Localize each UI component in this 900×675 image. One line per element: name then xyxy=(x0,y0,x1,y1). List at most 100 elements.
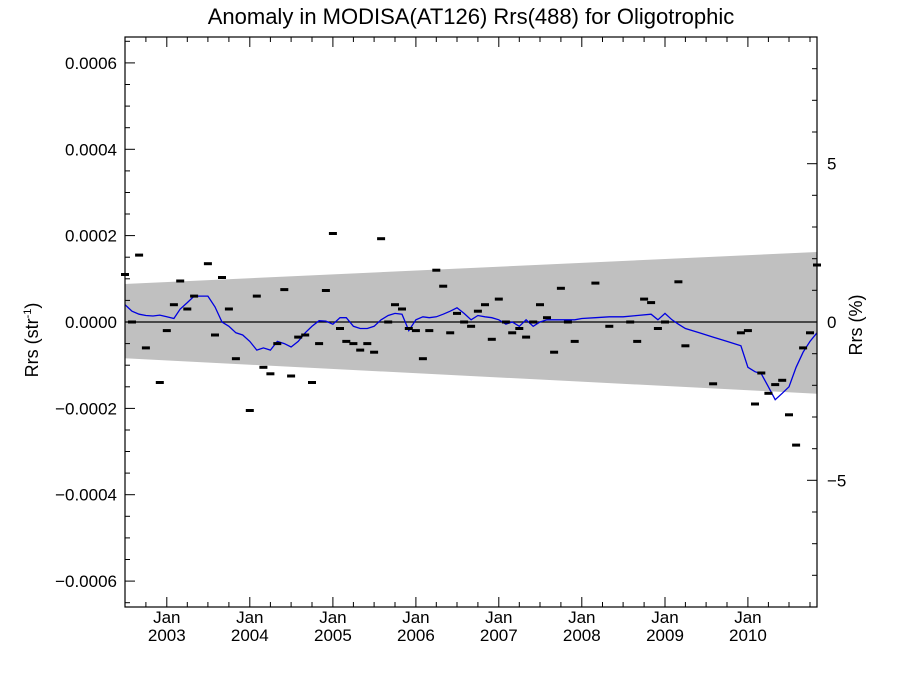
data-point xyxy=(203,262,212,266)
data-point xyxy=(162,329,171,333)
data-point xyxy=(224,307,233,311)
left-tick-label: −0.0006 xyxy=(55,572,117,591)
data-point xyxy=(266,372,275,376)
data-point xyxy=(764,391,773,395)
left-tick-label: 0.0006 xyxy=(65,54,117,73)
x-tick-year-label: 2008 xyxy=(563,626,601,645)
data-point xyxy=(169,303,178,307)
x-tick-month-label: Jan xyxy=(153,608,180,627)
data-point xyxy=(591,281,600,285)
data-point xyxy=(508,331,517,335)
data-point xyxy=(792,443,801,447)
data-point xyxy=(211,333,219,337)
data-point xyxy=(176,279,185,283)
data-point xyxy=(640,297,649,301)
data-point xyxy=(751,402,759,406)
data-point xyxy=(806,331,814,335)
right-tick-label: 5 xyxy=(827,155,836,174)
data-point xyxy=(363,342,372,346)
uncertainty-band-layer xyxy=(125,252,817,394)
data-point xyxy=(245,409,254,412)
data-point xyxy=(460,320,469,324)
data-point xyxy=(259,365,268,369)
data-point xyxy=(336,327,344,330)
data-point xyxy=(141,346,150,350)
data-point xyxy=(342,339,351,343)
data-point xyxy=(736,331,745,335)
x-tick-year-label: 2009 xyxy=(646,626,684,645)
x-tick-year-label: 2004 xyxy=(231,626,269,645)
data-point xyxy=(674,280,683,284)
data-point xyxy=(771,383,780,387)
data-point xyxy=(563,320,572,324)
data-point xyxy=(743,329,752,333)
left-tick-label: 0.0004 xyxy=(65,140,117,159)
x-axis-ticks: Jan2003Jan2004Jan2005Jan2006Jan2007Jan20… xyxy=(124,37,811,645)
monthly-points-layer xyxy=(121,232,821,447)
data-point xyxy=(467,324,476,328)
data-point xyxy=(425,329,434,333)
data-point xyxy=(398,307,406,311)
x-tick-month-label: Jan xyxy=(319,608,346,627)
x-tick-month-label: Jan xyxy=(485,608,512,627)
right-tick-label: 0 xyxy=(827,313,836,332)
data-point xyxy=(391,303,399,307)
data-point xyxy=(411,329,420,333)
data-point xyxy=(418,357,427,361)
x-tick-year-label: 2007 xyxy=(480,626,518,645)
running-mean-layer xyxy=(124,295,818,401)
data-point xyxy=(799,346,808,350)
data-point xyxy=(522,335,531,339)
data-point xyxy=(384,320,393,324)
data-point xyxy=(432,268,441,272)
data-point xyxy=(273,342,282,346)
data-point xyxy=(543,316,551,320)
data-point xyxy=(439,284,448,288)
data-point xyxy=(709,382,718,386)
x-tick-year-label: 2005 xyxy=(314,626,352,645)
data-point xyxy=(453,311,461,315)
data-point xyxy=(653,327,662,330)
x-tick-month-label: Jan xyxy=(734,608,761,627)
data-point xyxy=(252,294,261,298)
left-tick-label: −0.0002 xyxy=(55,399,117,418)
data-point xyxy=(556,286,565,290)
data-point xyxy=(536,303,544,307)
data-point xyxy=(661,320,669,324)
data-point xyxy=(550,350,559,354)
data-point xyxy=(218,276,226,279)
data-point xyxy=(626,320,635,324)
x-tick-month-label: Jan xyxy=(651,608,678,627)
right-tick-label: −5 xyxy=(827,471,846,490)
data-point xyxy=(301,333,310,337)
data-point xyxy=(647,301,656,305)
running-mean-line xyxy=(124,295,818,401)
data-point xyxy=(349,342,358,346)
data-point xyxy=(515,327,524,330)
data-point xyxy=(487,337,496,341)
data-point xyxy=(183,307,192,311)
data-point xyxy=(481,303,489,307)
uncertainty-band xyxy=(125,252,817,394)
data-point xyxy=(605,324,614,328)
data-point xyxy=(473,309,482,313)
left-axis-ticks: 0.0006 0.0004 0.0002 0.0000 −0.0002 −0.0004 −0… xyxy=(55,40,135,604)
data-point xyxy=(377,237,386,241)
data-point xyxy=(494,297,503,301)
data-point xyxy=(356,348,365,352)
data-point xyxy=(328,232,337,235)
data-point xyxy=(681,344,690,348)
data-point xyxy=(280,288,289,292)
data-point xyxy=(529,320,538,324)
x-tick-month-label: Jan xyxy=(402,608,429,627)
x-tick-year-label: 2003 xyxy=(148,626,186,645)
left-tick-label: 0.0000 xyxy=(65,313,117,332)
x-tick-year-label: 2010 xyxy=(729,626,767,645)
data-point xyxy=(231,357,240,361)
left-tick-label: −0.0004 xyxy=(55,486,117,505)
data-point xyxy=(321,289,330,292)
data-point xyxy=(570,339,579,343)
right-axis-label: Rrs (%) xyxy=(846,295,866,356)
x-tick-month-label: Jan xyxy=(236,608,263,627)
